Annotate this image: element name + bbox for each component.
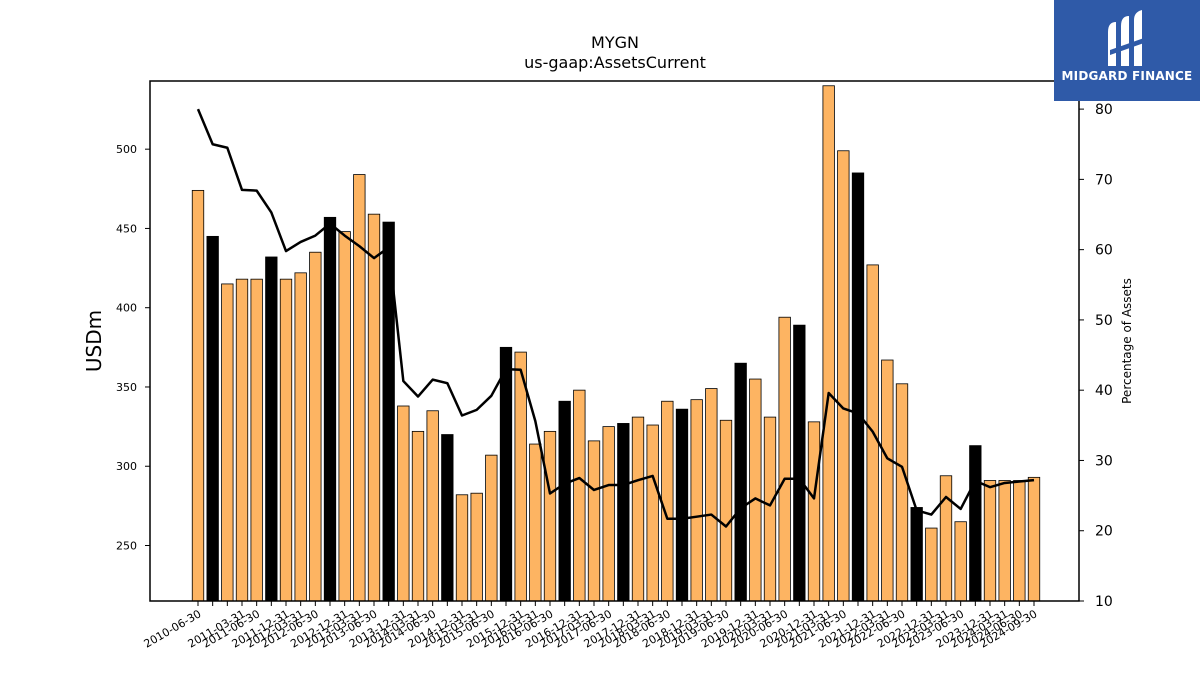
bar-2021-03-31 [822,85,835,602]
y-axis-ticks: 250 300 350 400 450 500 [116,143,150,553]
bar-2019-06-30 [719,419,733,602]
bar-2021-06-30 [837,150,850,602]
bar-2022-12-31 [925,527,938,602]
bar-2021-09-30 [851,172,865,602]
y-tick-label: 400 [116,302,137,315]
bar-2018-03-31 [646,424,659,602]
logo-text: MIDGARD FINANCE [1061,69,1193,83]
bar-2017-12-31 [631,416,645,602]
bar-2023-06-30 [954,521,967,602]
y2-tick-label: 70 [1095,172,1113,188]
bar-2016-06-30 [543,430,557,602]
bar-2014-09-30 [441,434,454,602]
bar-2024-09-30 [1027,476,1041,602]
bar-2011-09-30 [265,256,278,602]
bar-2010-06-30 [191,189,205,602]
percentage-line [196,108,1035,528]
bar-2018-12-31 [690,399,703,602]
bar-2010-09-30 [206,235,219,602]
bar-2014-06-30 [426,410,439,602]
bar-2013-03-31 [353,174,366,602]
bar-2022-03-31 [881,359,894,602]
bar-2020-12-31 [807,421,821,602]
y2-tick-label: 80 [1095,102,1113,118]
bar-2019-09-30 [734,362,747,602]
y2-tick-label: 50 [1095,313,1113,329]
bar-2015-12-31 [514,351,527,602]
bar-2017-06-30 [602,426,615,602]
bar-2020-06-30 [778,316,791,602]
bar-2018-09-30 [675,408,689,602]
y2-tick-label: 60 [1095,243,1113,259]
bar-2017-03-31 [587,440,601,602]
bar-2012-03-31 [294,272,307,602]
bar-2011-03-31 [235,278,249,602]
plot-frame [149,80,1080,602]
bar-2011-06-30 [250,278,263,602]
y2-tick-label: 40 [1095,383,1113,399]
bar-2023-03-31 [939,475,953,602]
bar-2022-06-30 [895,383,909,602]
y2-tick-label: 20 [1095,524,1113,540]
midgard-m-icon [1108,10,1144,66]
bar-2020-03-31 [763,416,777,602]
bar-2011-12-31 [279,278,293,602]
bar-2018-06-30 [661,400,674,602]
y2-tick-label: 10 [1095,594,1113,610]
y-tick-label: 250 [116,540,137,553]
bar-2023-09-30 [969,445,982,602]
bar-2020-09-30 [793,324,806,602]
y-tick-label: 500 [116,143,137,156]
y-tick-label: 350 [116,381,137,394]
bar-2024-06-30 [1013,480,1026,602]
bar-2015-09-30 [499,346,513,602]
bar-2014-03-31 [411,430,425,602]
bar-2014-12-31 [455,494,469,602]
chart-title: MYGN [591,33,639,52]
bar-2016-09-30 [558,400,571,602]
bar-2010-12-31 [221,283,234,602]
y-tick-label: 300 [116,460,137,473]
y2-axis-label: Percentage of Assets [1120,278,1134,404]
y2-tick-label: 30 [1095,453,1113,469]
bar-2022-09-30 [910,507,923,602]
bar-2016-03-31 [529,443,542,602]
chart-subtitle: us-gaap:AssetsCurrent [524,53,706,72]
bar-2023-12-31 [983,480,997,602]
bar-2017-09-30 [617,423,630,602]
bars-group [191,85,1041,602]
bar-2024-03-31 [998,480,1011,602]
bar-2015-06-30 [485,454,498,602]
y-tick-label: 450 [116,222,137,235]
x-axis-ticks: 2010-06-302011-03-312011-06-302011-12-31… [142,601,1040,651]
line-group [196,108,1035,528]
bar-2019-12-31 [749,378,762,602]
bar-2019-03-31 [705,388,718,602]
bar-2015-03-31 [470,492,483,602]
bar-2013-12-31 [397,405,410,602]
bar-2016-12-31 [573,389,586,602]
bar-2012-09-30 [323,216,337,602]
bar-2012-06-30 [309,251,322,602]
y2-axis-ticks: 10 20 30 40 50 60 70 80 [1079,102,1113,610]
bar-2012-12-31 [338,231,351,602]
midgard-finance-logo: MIDGARD FINANCE [1054,0,1200,101]
bar-2013-06-30 [367,213,381,602]
y-axis-label: USDm [82,310,106,372]
